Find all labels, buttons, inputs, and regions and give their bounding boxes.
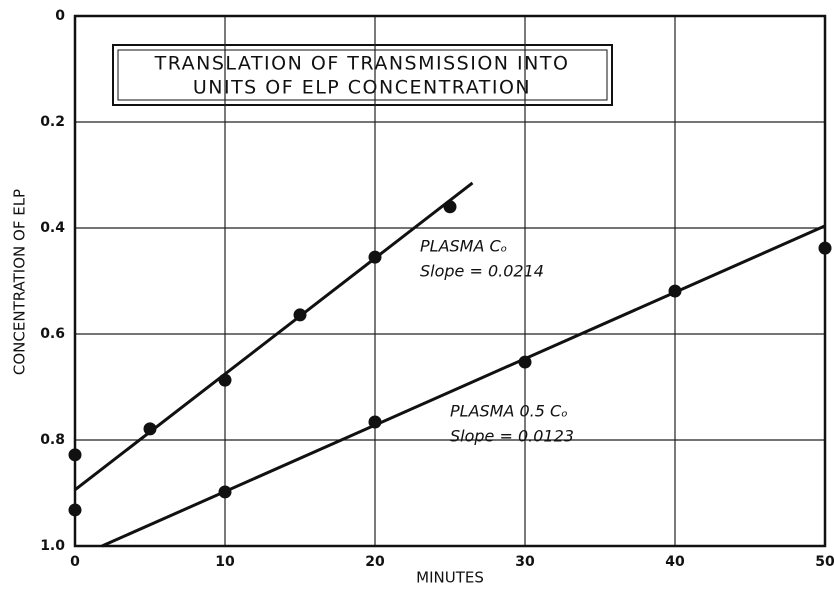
y-axis-label: CONCENTRATION OF ELP [11,189,29,375]
data-point [668,284,682,298]
data-point [293,308,307,322]
data-point [443,200,457,214]
x-tick-label: 10 [215,554,235,570]
y-tick-label: 0.8 [40,432,65,448]
x-tick-label: 40 [665,554,685,570]
y-tick-label: 0.2 [40,114,65,130]
chart-title: UNITS OF ELP CONCENTRATION [193,77,531,99]
y-tick-label: 0.6 [40,326,65,342]
data-point [218,373,232,387]
series-label: PLASMA 0.5 Cₒ [450,402,568,421]
y-tick-label: 0.4 [40,220,65,236]
title-box-inner [117,49,608,101]
data-point [368,250,382,264]
x-tick-label: 30 [515,554,535,570]
plot-frame [73,14,827,548]
x-tick-label: 0 [70,554,80,570]
y-tick-label: 0 [55,8,65,24]
fit-line [74,181,474,492]
data-point [518,355,532,369]
series-annotation: Slope = 0.0214 [420,262,544,281]
x-tick-label: 50 [815,554,834,570]
data-point [368,415,382,429]
x-tick-label: 20 [365,554,385,570]
chart-title: TRANSLATION OF TRANSMISSION INTO [154,53,570,75]
data-point [818,241,832,255]
data-point [68,503,82,517]
x-axis-label: MINUTES [416,569,484,587]
data-point [68,448,82,462]
series-annotation: Slope = 0.0123 [450,427,574,446]
data-point [218,485,232,499]
data-point [143,422,157,436]
title-box [112,44,613,106]
y-tick-label: 1.0 [40,538,65,554]
series-label: PLASMA Cₒ [420,237,507,256]
